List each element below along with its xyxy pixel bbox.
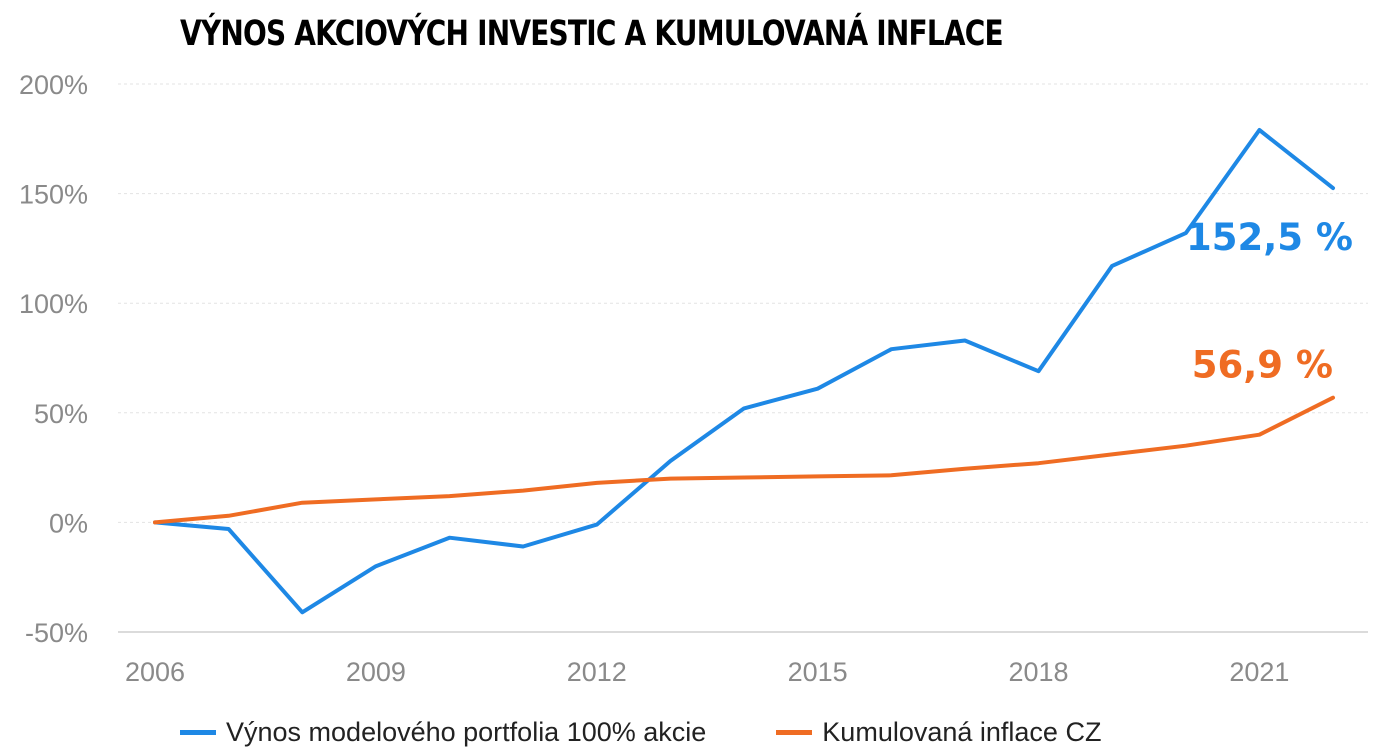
legend-item: Výnos modelového portfolia 100% akcie — [180, 717, 706, 748]
chart-plot: 200%150%100%50%0%-50% 2006 2009 2012 2015 20… — [19, 70, 1368, 687]
series-end-label: 56,9 % — [1192, 344, 1333, 387]
end-labels: 152,5 % 56,9 % — [1186, 216, 1353, 387]
x-tick-label: 2006 — [125, 657, 185, 687]
grid-lines — [118, 83, 1368, 633]
y-tick-label: 0% — [49, 508, 88, 538]
series-end-label: 152,5 % — [1186, 216, 1353, 259]
x-tick-label: 2015 — [788, 657, 848, 687]
x-axis-ticks: 2006 2009 2012 2015 2018 2021 — [125, 657, 1289, 687]
legend-label: Výnos modelového portfolia 100% akcie — [226, 716, 707, 747]
series-line — [153, 395, 1335, 525]
y-tick-label: 150% — [19, 180, 88, 210]
y-tick-label: 200% — [19, 70, 88, 100]
chart-title: VÝNOS AKCIOVÝCH INVESTIC A KUMULOVANÁ IN… — [180, 14, 1004, 54]
legend-swatch — [776, 729, 813, 735]
x-tick-label: 2021 — [1229, 657, 1289, 687]
series-lines — [153, 128, 1335, 615]
x-tick-label: 2009 — [346, 657, 406, 687]
legend-item: Kumulovaná inflace CZ — [776, 717, 1101, 748]
y-tick-label: 100% — [19, 289, 88, 319]
y-tick-label: 50% — [34, 399, 88, 429]
legend-swatch — [180, 729, 216, 735]
y-tick-label: -50% — [25, 618, 88, 648]
x-tick-label: 2012 — [567, 657, 627, 687]
x-tick-label: 2018 — [1008, 657, 1068, 687]
series-line — [153, 128, 1335, 615]
legend-label: Kumulovaná inflace CZ — [822, 716, 1102, 747]
y-axis-ticks: 200% 150% 100% 50% 0% -50% — [19, 70, 88, 648]
legend: Výnos modelového portfolia 100% akcie Kum… — [180, 710, 1280, 754]
